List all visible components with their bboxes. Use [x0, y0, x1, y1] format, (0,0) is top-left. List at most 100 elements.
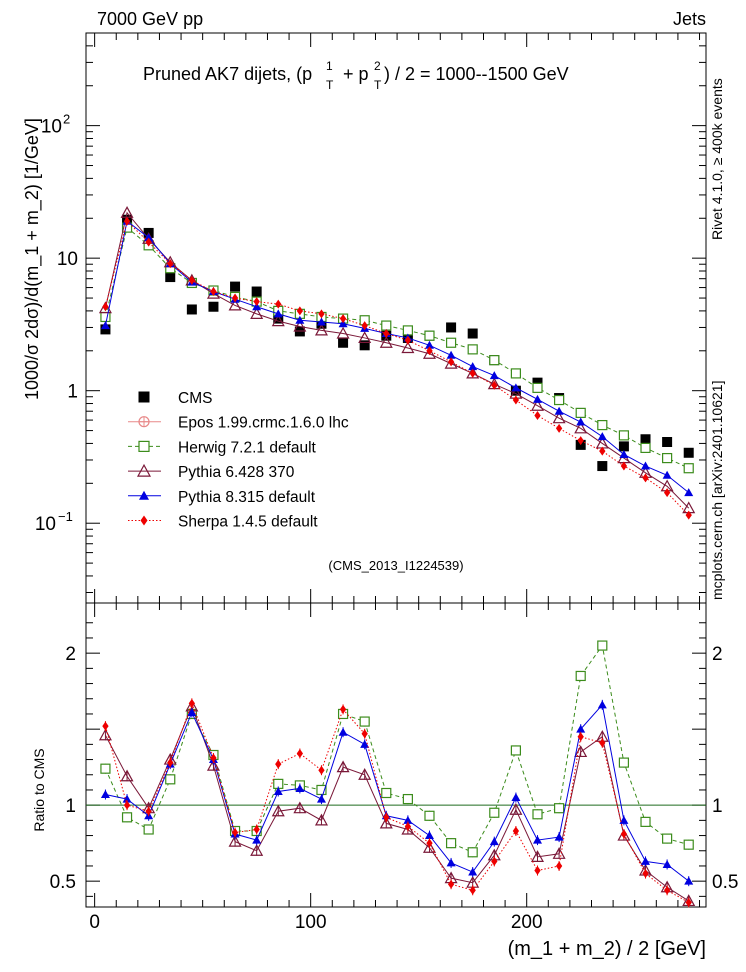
series-pythia [100, 216, 694, 497]
ratio-point [295, 783, 305, 792]
main-ylabel: 1000/σ 2dσ)/d(m_1 + m_2) [1/GeV] [22, 118, 43, 400]
legend-label: CMS [178, 390, 212, 407]
data-point [383, 329, 390, 339]
ratio-point [252, 835, 262, 844]
ratio-point [102, 721, 109, 731]
ratio-point [620, 829, 628, 839]
ratio-point [293, 801, 307, 814]
ratio-point [206, 758, 220, 771]
ratio-point [231, 828, 239, 838]
legend-label: Pythia 8.315 default [178, 489, 316, 506]
ratio-point [599, 738, 606, 748]
ratio-point [489, 807, 500, 818]
data-point [186, 304, 197, 315]
ratio-series-sherpa [102, 698, 692, 908]
ratio-point [640, 816, 651, 827]
data-point [597, 432, 607, 441]
ratio-point [275, 759, 282, 769]
data-point [597, 461, 608, 472]
data-point [491, 380, 498, 390]
ratio-point [576, 724, 586, 733]
ratio-ytick-label-right: 1 [712, 796, 723, 817]
data-point [273, 309, 283, 318]
data-point [253, 297, 260, 307]
ratio-point [122, 794, 132, 803]
data-point [250, 307, 264, 319]
svg-text:1: 1 [326, 59, 333, 73]
ratio-point [662, 833, 673, 844]
ratio-point [383, 812, 390, 822]
rivet-label: Rivet 4.1.0, ≥ 400k events [709, 78, 725, 240]
ratio-point [359, 716, 370, 727]
ratio-line [104, 701, 689, 903]
main-ytick-exponent: −1 [58, 509, 73, 524]
data-point [251, 286, 262, 297]
data-point [404, 335, 412, 345]
legend-entry: CMS [138, 390, 212, 407]
ratio-point [641, 856, 651, 865]
ratio-point [167, 758, 174, 768]
data-point [554, 406, 564, 415]
ratio-point [575, 670, 586, 682]
ratio-ytick-label-left: 0.5 [50, 872, 76, 893]
data-point [555, 423, 563, 433]
ratio-point [228, 834, 242, 847]
series-cms [100, 214, 694, 472]
ratio-series-herwig [100, 640, 694, 858]
ratio-point [360, 739, 370, 748]
ratio-ytick-label-left: 1 [65, 796, 76, 817]
ratio-point [426, 838, 433, 848]
data-point [100, 311, 111, 323]
data-point [338, 319, 348, 328]
ratio-point [338, 727, 348, 736]
legend-marker [136, 463, 152, 477]
data-point [683, 463, 694, 474]
data-point [489, 355, 500, 366]
data-point [532, 377, 543, 388]
legend-label: Sherpa 1.4.5 default [178, 514, 318, 531]
data-point [575, 407, 586, 418]
data-point [379, 336, 393, 348]
svg-text:T: T [374, 78, 382, 92]
ratio-point [339, 704, 347, 714]
data-point [318, 309, 325, 319]
ratio-axes: 0.5 0.5 1 1 2 2 0 100 200 [50, 603, 738, 933]
data-point [339, 314, 347, 324]
ratio-point [555, 861, 563, 871]
svg-text:+ p: + p [343, 64, 369, 84]
data-point [361, 321, 368, 331]
legend-entry: Sherpa 1.4.5 default [128, 514, 318, 531]
data-point [358, 331, 372, 344]
ratio-point [318, 765, 325, 775]
ratio-point [336, 760, 350, 773]
ratio-point [250, 844, 264, 856]
ratio-point [121, 812, 133, 823]
data-point [641, 461, 651, 470]
data-point [120, 206, 134, 218]
data-point [230, 281, 241, 292]
data-point [100, 321, 110, 330]
main-ytick-label: 1 [67, 382, 78, 403]
ratio-point [552, 847, 566, 859]
data-point [640, 434, 651, 445]
plot-title: Pruned AK7 dijets, (p 1 T + p 2 T ) / 2 … [143, 59, 569, 92]
data-point [683, 447, 694, 458]
ratio-point [619, 815, 629, 824]
data-point [273, 313, 284, 324]
legend-entry: Epos 1.99.crmc.1.6.0 lhc [128, 415, 349, 432]
data-point [663, 488, 671, 498]
ratio-point [401, 822, 415, 835]
data-point [228, 298, 242, 311]
svg-text:T: T [326, 78, 334, 92]
data-point [293, 319, 307, 332]
ratio-point [530, 850, 545, 862]
ratio-point [424, 831, 434, 840]
data-point [123, 216, 131, 226]
data-point [619, 449, 629, 458]
data-point [98, 301, 112, 314]
ratio-point [100, 763, 111, 774]
mcplots-label: mcplots.cern.ch [arXiv:2401.10621] [709, 381, 725, 600]
ratio-point [491, 856, 498, 866]
data-point [685, 510, 692, 520]
data-point [422, 346, 436, 359]
